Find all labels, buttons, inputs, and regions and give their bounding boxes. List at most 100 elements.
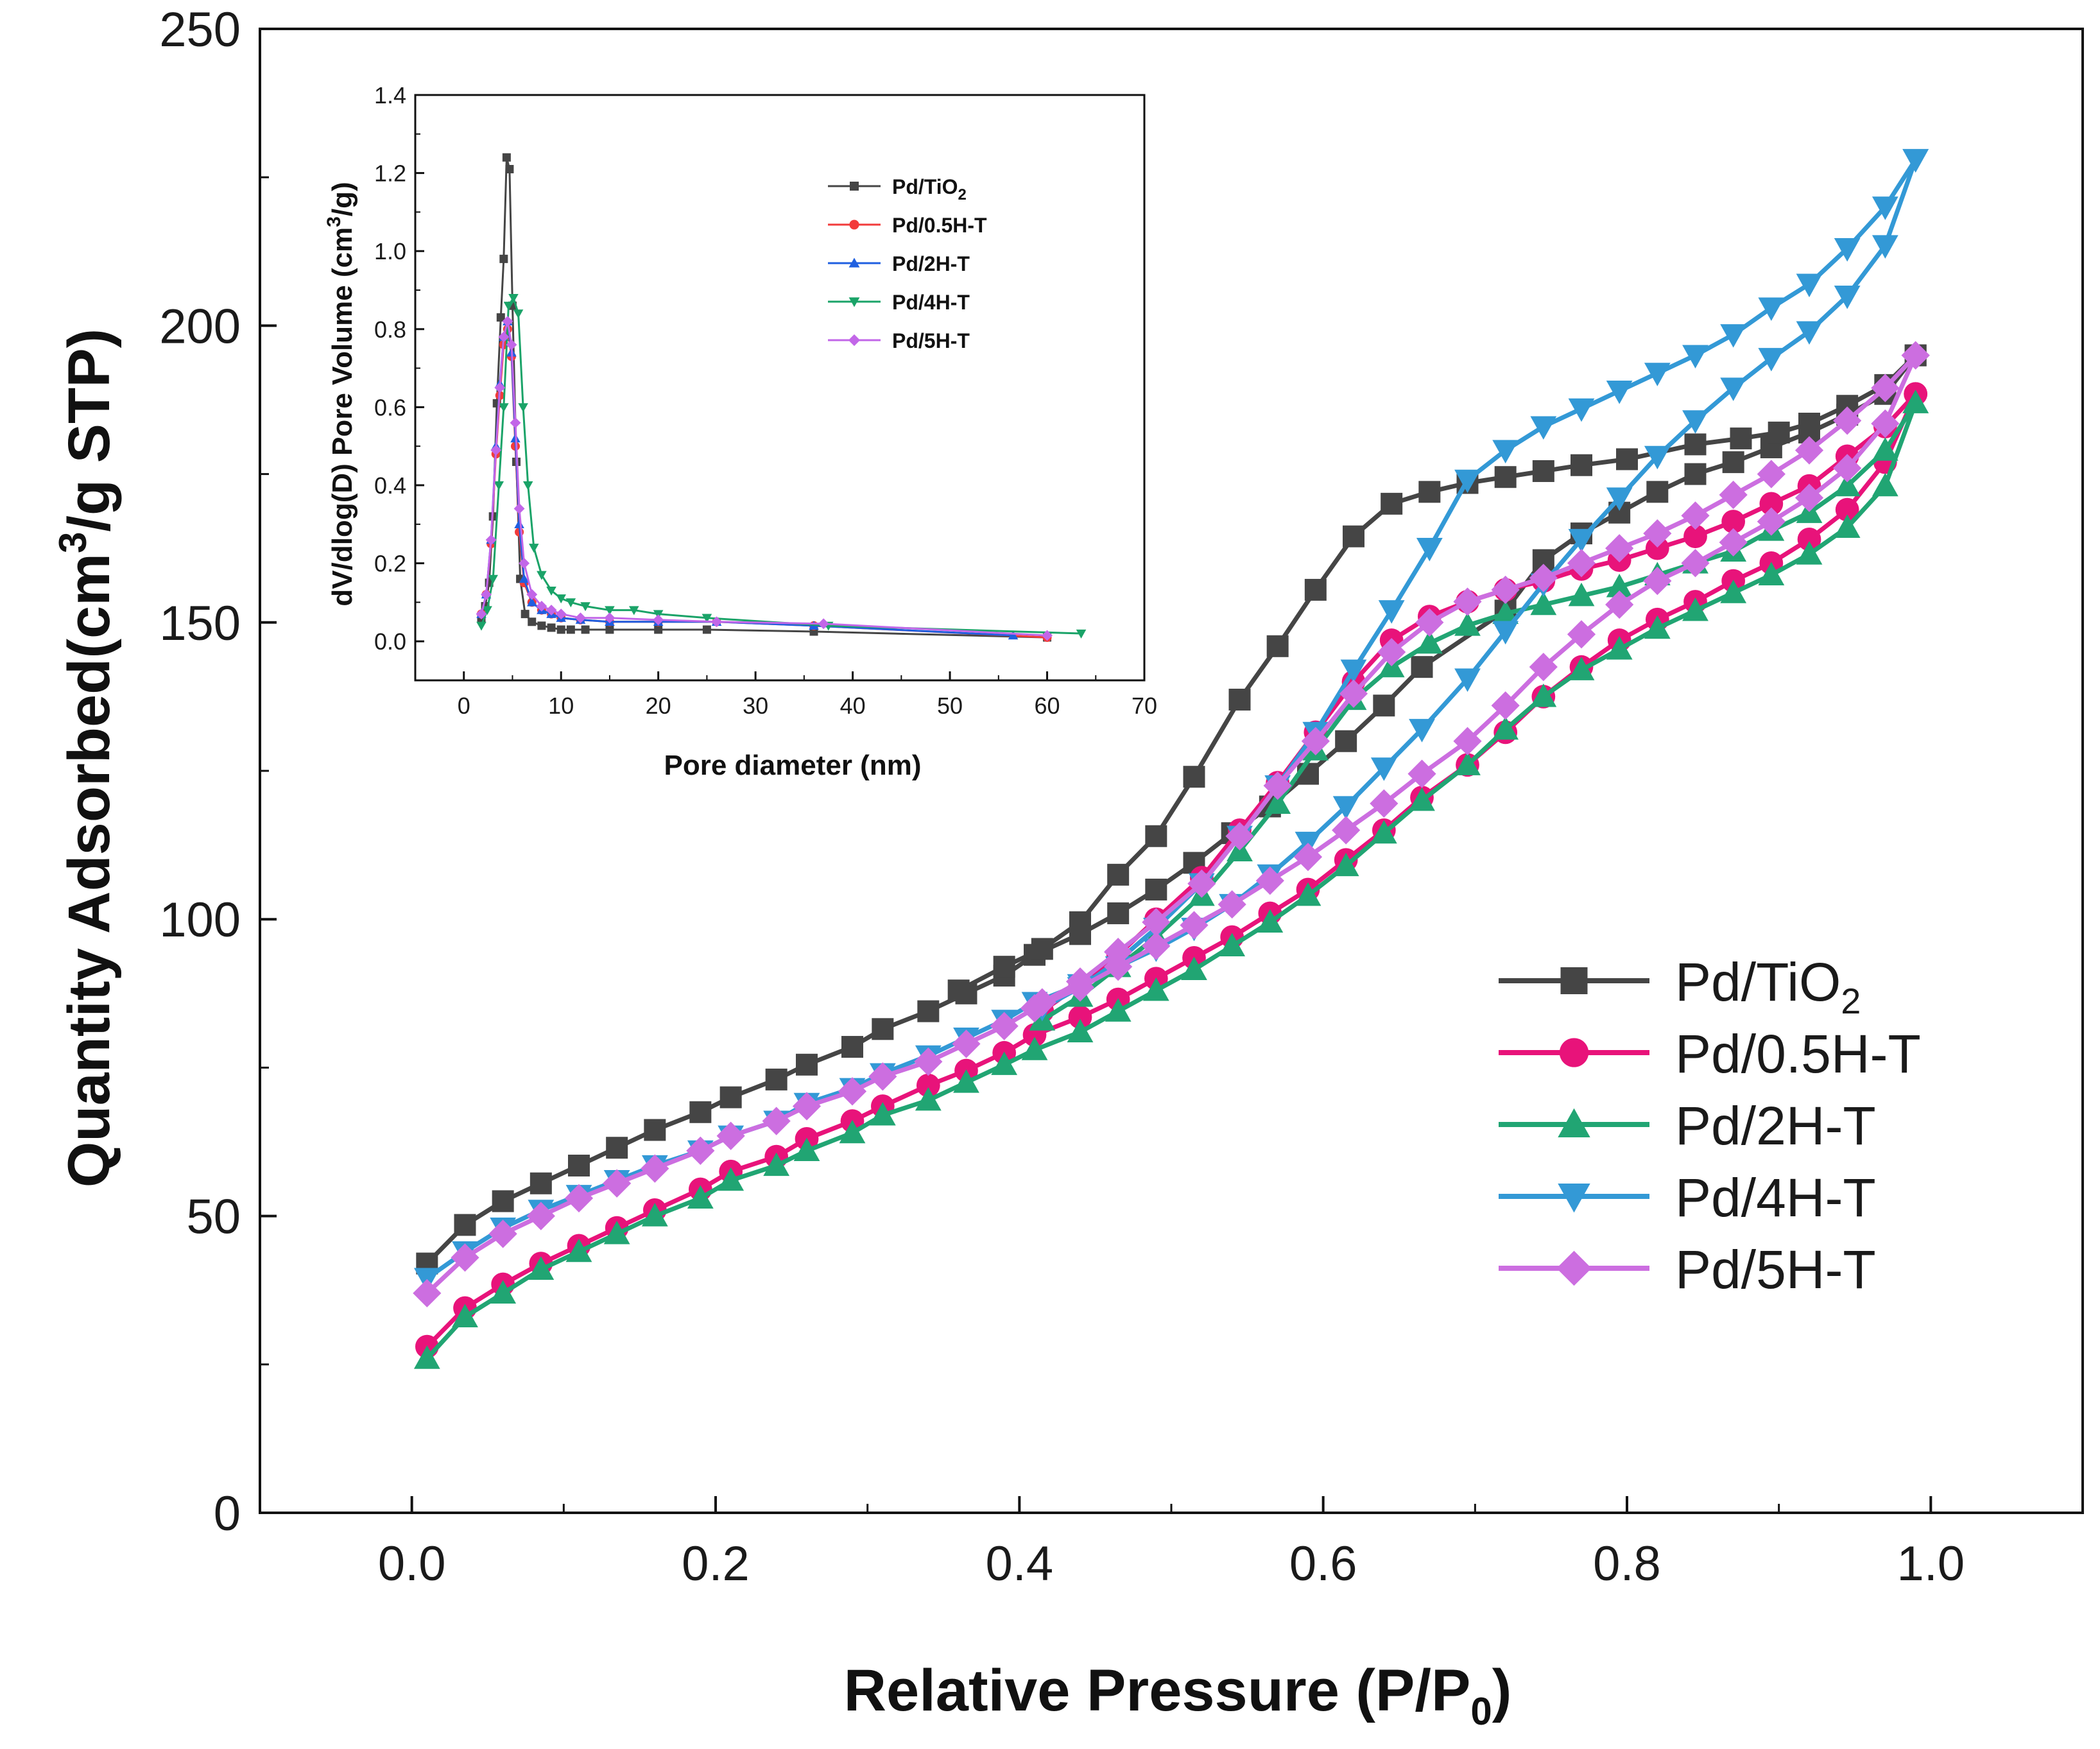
main-data-point [603, 1169, 632, 1198]
inset-data-point [502, 316, 513, 327]
inset-series-group [476, 153, 1087, 642]
inset-data-point [581, 625, 590, 634]
inset-data-point [605, 625, 614, 634]
inset-legend-label-pd-tio2: Pd/TiO2 [892, 175, 967, 203]
main-data-point [1768, 421, 1790, 444]
inset-data-point [510, 417, 521, 429]
main-data-point [1491, 575, 1520, 605]
main-data-point [762, 1107, 791, 1135]
legend-label-pd-0-5h-t: Pd/0.5H-T [1675, 1024, 1921, 1084]
inset-data-point [499, 254, 508, 263]
legend-marker-pd-tio2 [1560, 967, 1588, 994]
main-data-point [1683, 524, 1707, 549]
main-data-point [1107, 902, 1130, 924]
inset-x-tick-label: 50 [937, 693, 963, 719]
main-data-point [1568, 529, 1595, 553]
main-data-point [1332, 796, 1359, 820]
inset-data-point [476, 621, 486, 631]
main-data-point [1643, 566, 1672, 596]
main-y-tick-label: 250 [159, 3, 241, 57]
main-data-point [1187, 869, 1216, 898]
inset-legend-label-pd-5h-t: Pd/5H-T [892, 329, 970, 352]
main-data-point [1218, 890, 1246, 919]
main-data-point [526, 1202, 555, 1230]
inset-data-point [519, 558, 530, 569]
main-data-point [1644, 363, 1671, 386]
main-data-point [1068, 1005, 1092, 1030]
main-data-point [953, 1069, 979, 1093]
main-data-point [1796, 541, 1823, 565]
main-data-point [1416, 538, 1443, 562]
inset-data-point [505, 165, 514, 174]
main-data-point [1343, 525, 1364, 547]
main-axes: 0.0 0.2 0.4 0.6 0.8 1.0050100150200250Relativ… [51, 3, 2084, 1733]
legend-label-pd-5h-t: Pd/5H-T [1675, 1239, 1876, 1300]
inset-line-pd-4h-t [480, 297, 1081, 635]
inset-data-point [546, 605, 557, 616]
inset-legend-label-pd-2h-t: Pd/2H-T [892, 252, 970, 275]
main-data-point [1568, 398, 1595, 422]
main-data-point [1681, 549, 1710, 578]
inset-data-point [546, 586, 556, 596]
main-data-point [1529, 653, 1558, 682]
main-data-point [1719, 480, 1748, 510]
main-y-axis-title: Quantity Adsorbed(cm3/g STP) [51, 329, 122, 1188]
inset-data-point [547, 623, 556, 632]
main-data-point [1644, 615, 1671, 639]
main-data-point [1335, 730, 1357, 752]
inset-data-point [537, 621, 546, 630]
main-data-point [917, 1000, 940, 1022]
inset-data-point [476, 608, 487, 620]
main-adsorption-line-pd-0-5h-t [425, 393, 1918, 1348]
main-data-point [1757, 507, 1786, 536]
main-data-point [1107, 863, 1130, 886]
inset-data-point [518, 403, 528, 413]
main-data-point [1646, 481, 1669, 503]
main-x-tick-label: 0.2 [682, 1537, 750, 1591]
main-y-tick-label: 200 [159, 299, 241, 354]
inset-data-point [1008, 630, 1019, 640]
inset-x-tick-label: 70 [1132, 693, 1157, 719]
inset-data-point [494, 481, 504, 490]
main-data-point [1266, 635, 1289, 657]
main-data-point [1530, 416, 1557, 440]
main-data-point [1643, 519, 1672, 548]
inset-series-pd-4h-t [476, 293, 1087, 639]
main-data-point [1028, 988, 1056, 1017]
main-data-point [990, 1012, 1019, 1040]
inset-data-point [522, 481, 533, 490]
main-data-point [947, 979, 970, 1002]
main-data-point [1373, 694, 1395, 717]
main-data-point [1684, 433, 1707, 456]
main-data-point [841, 1036, 863, 1058]
main-data-point [1067, 1019, 1094, 1043]
inset-y-tick-label: 0.2 [374, 551, 406, 577]
main-data-point [1872, 196, 1898, 220]
main-data-point [1492, 600, 1519, 625]
main-data-point [1530, 684, 1557, 707]
main-data-point [915, 1087, 942, 1111]
inset-legend-marker-pd-5h-t [848, 334, 861, 347]
main-data-point [1834, 238, 1861, 262]
inset-x-tick-label: 10 [548, 693, 574, 719]
inset-line-pd-tio2 [480, 156, 1047, 639]
main-series-pd-5h-t [413, 341, 1930, 1307]
legend-marker-pd-4h-t [1558, 1184, 1590, 1213]
main-data-point [1370, 789, 1399, 818]
inset-data-point [526, 589, 538, 600]
main-data-point [1872, 472, 1898, 497]
inset-data-point [556, 594, 566, 604]
main-data-point [1682, 410, 1708, 434]
main-data-point [1835, 497, 1859, 522]
main-data-point [1567, 549, 1596, 578]
main-data-point [1492, 716, 1519, 740]
inset-data-point [701, 614, 712, 623]
inset-data-point [580, 602, 590, 612]
inset-legend-marker-pd-4h-t [848, 297, 860, 307]
inset-x-tick-label: 60 [1035, 693, 1060, 719]
main-data-point [568, 1154, 590, 1176]
main-data-point [1871, 409, 1900, 438]
main-data-point [1381, 492, 1403, 515]
main-data-point [1568, 582, 1595, 607]
main-data-point [1758, 297, 1785, 322]
